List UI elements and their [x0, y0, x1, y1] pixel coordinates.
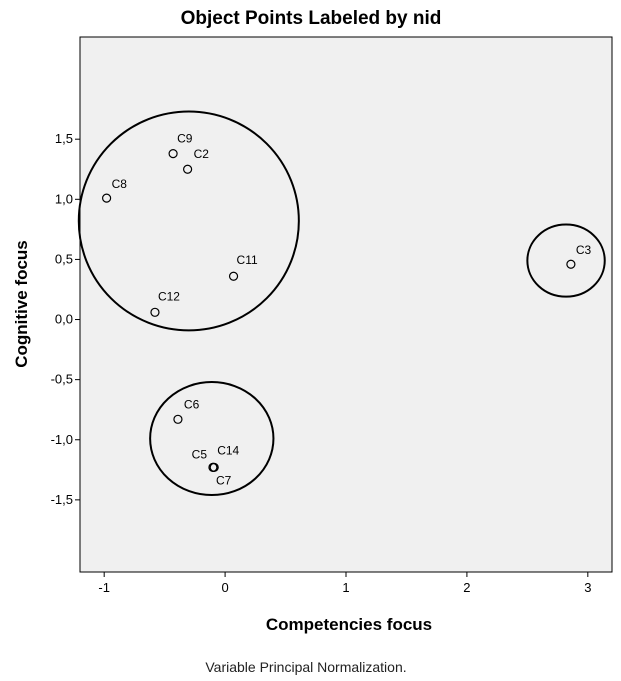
cluster-ellipses [77, 110, 606, 497]
y-tick-label: 1,0 [55, 191, 73, 206]
y-tick-label: -0,5 [51, 372, 73, 387]
y-axis: 1,5 1,0 0,5 0,0 -0,5 -1,0 -1,5 [51, 131, 80, 507]
x-tick-label: 2 [463, 580, 470, 595]
point-label-c6: C6 [184, 397, 200, 411]
chart-footnote: Variable Principal Normalization. [205, 659, 406, 675]
plot-area [79, 36, 613, 573]
y-tick-label: -1,0 [51, 432, 73, 447]
cluster-ellipse [77, 110, 300, 332]
point-label-c5: C5 [192, 447, 208, 461]
cluster-ellipse [526, 223, 606, 298]
point-label-c14: C14 [217, 443, 239, 457]
data-point-c8 [101, 193, 112, 203]
cluster-ellipse [149, 381, 275, 497]
x-axis: -1 0 1 2 3 [98, 572, 591, 595]
y-tick-label: 1,5 [55, 131, 73, 146]
point-label-c2: C2 [194, 147, 210, 161]
point-label-c3: C3 [576, 243, 592, 257]
chart-title: Object Points Labeled by nid [181, 8, 442, 29]
point-label-c7: C7 [216, 473, 232, 487]
data-point-c7 [208, 462, 218, 473]
y-tick-label: 0,5 [55, 251, 73, 266]
x-tick-label: -1 [98, 580, 110, 595]
data-point-c3 [566, 259, 576, 269]
data-point-c2 [183, 164, 193, 174]
data-point-c12 [150, 307, 160, 317]
data-point-c9 [168, 149, 178, 159]
point-label-c9: C9 [177, 132, 193, 146]
x-tick-label: 0 [221, 580, 228, 595]
point-label-c12: C12 [158, 289, 180, 303]
y-tick-label: 0,0 [55, 312, 73, 327]
point-label-c11: C11 [237, 253, 258, 267]
point-label-c8: C8 [112, 177, 128, 191]
data-point-c6 [173, 414, 183, 424]
x-tick-label: 1 [342, 580, 349, 595]
y-axis-title: Cognitive focus [12, 240, 31, 368]
data-point-c11 [228, 271, 239, 281]
y-tick-label: -1,5 [51, 492, 73, 507]
x-axis-title: Competencies focus [266, 615, 432, 634]
x-tick-label: 3 [584, 580, 591, 595]
